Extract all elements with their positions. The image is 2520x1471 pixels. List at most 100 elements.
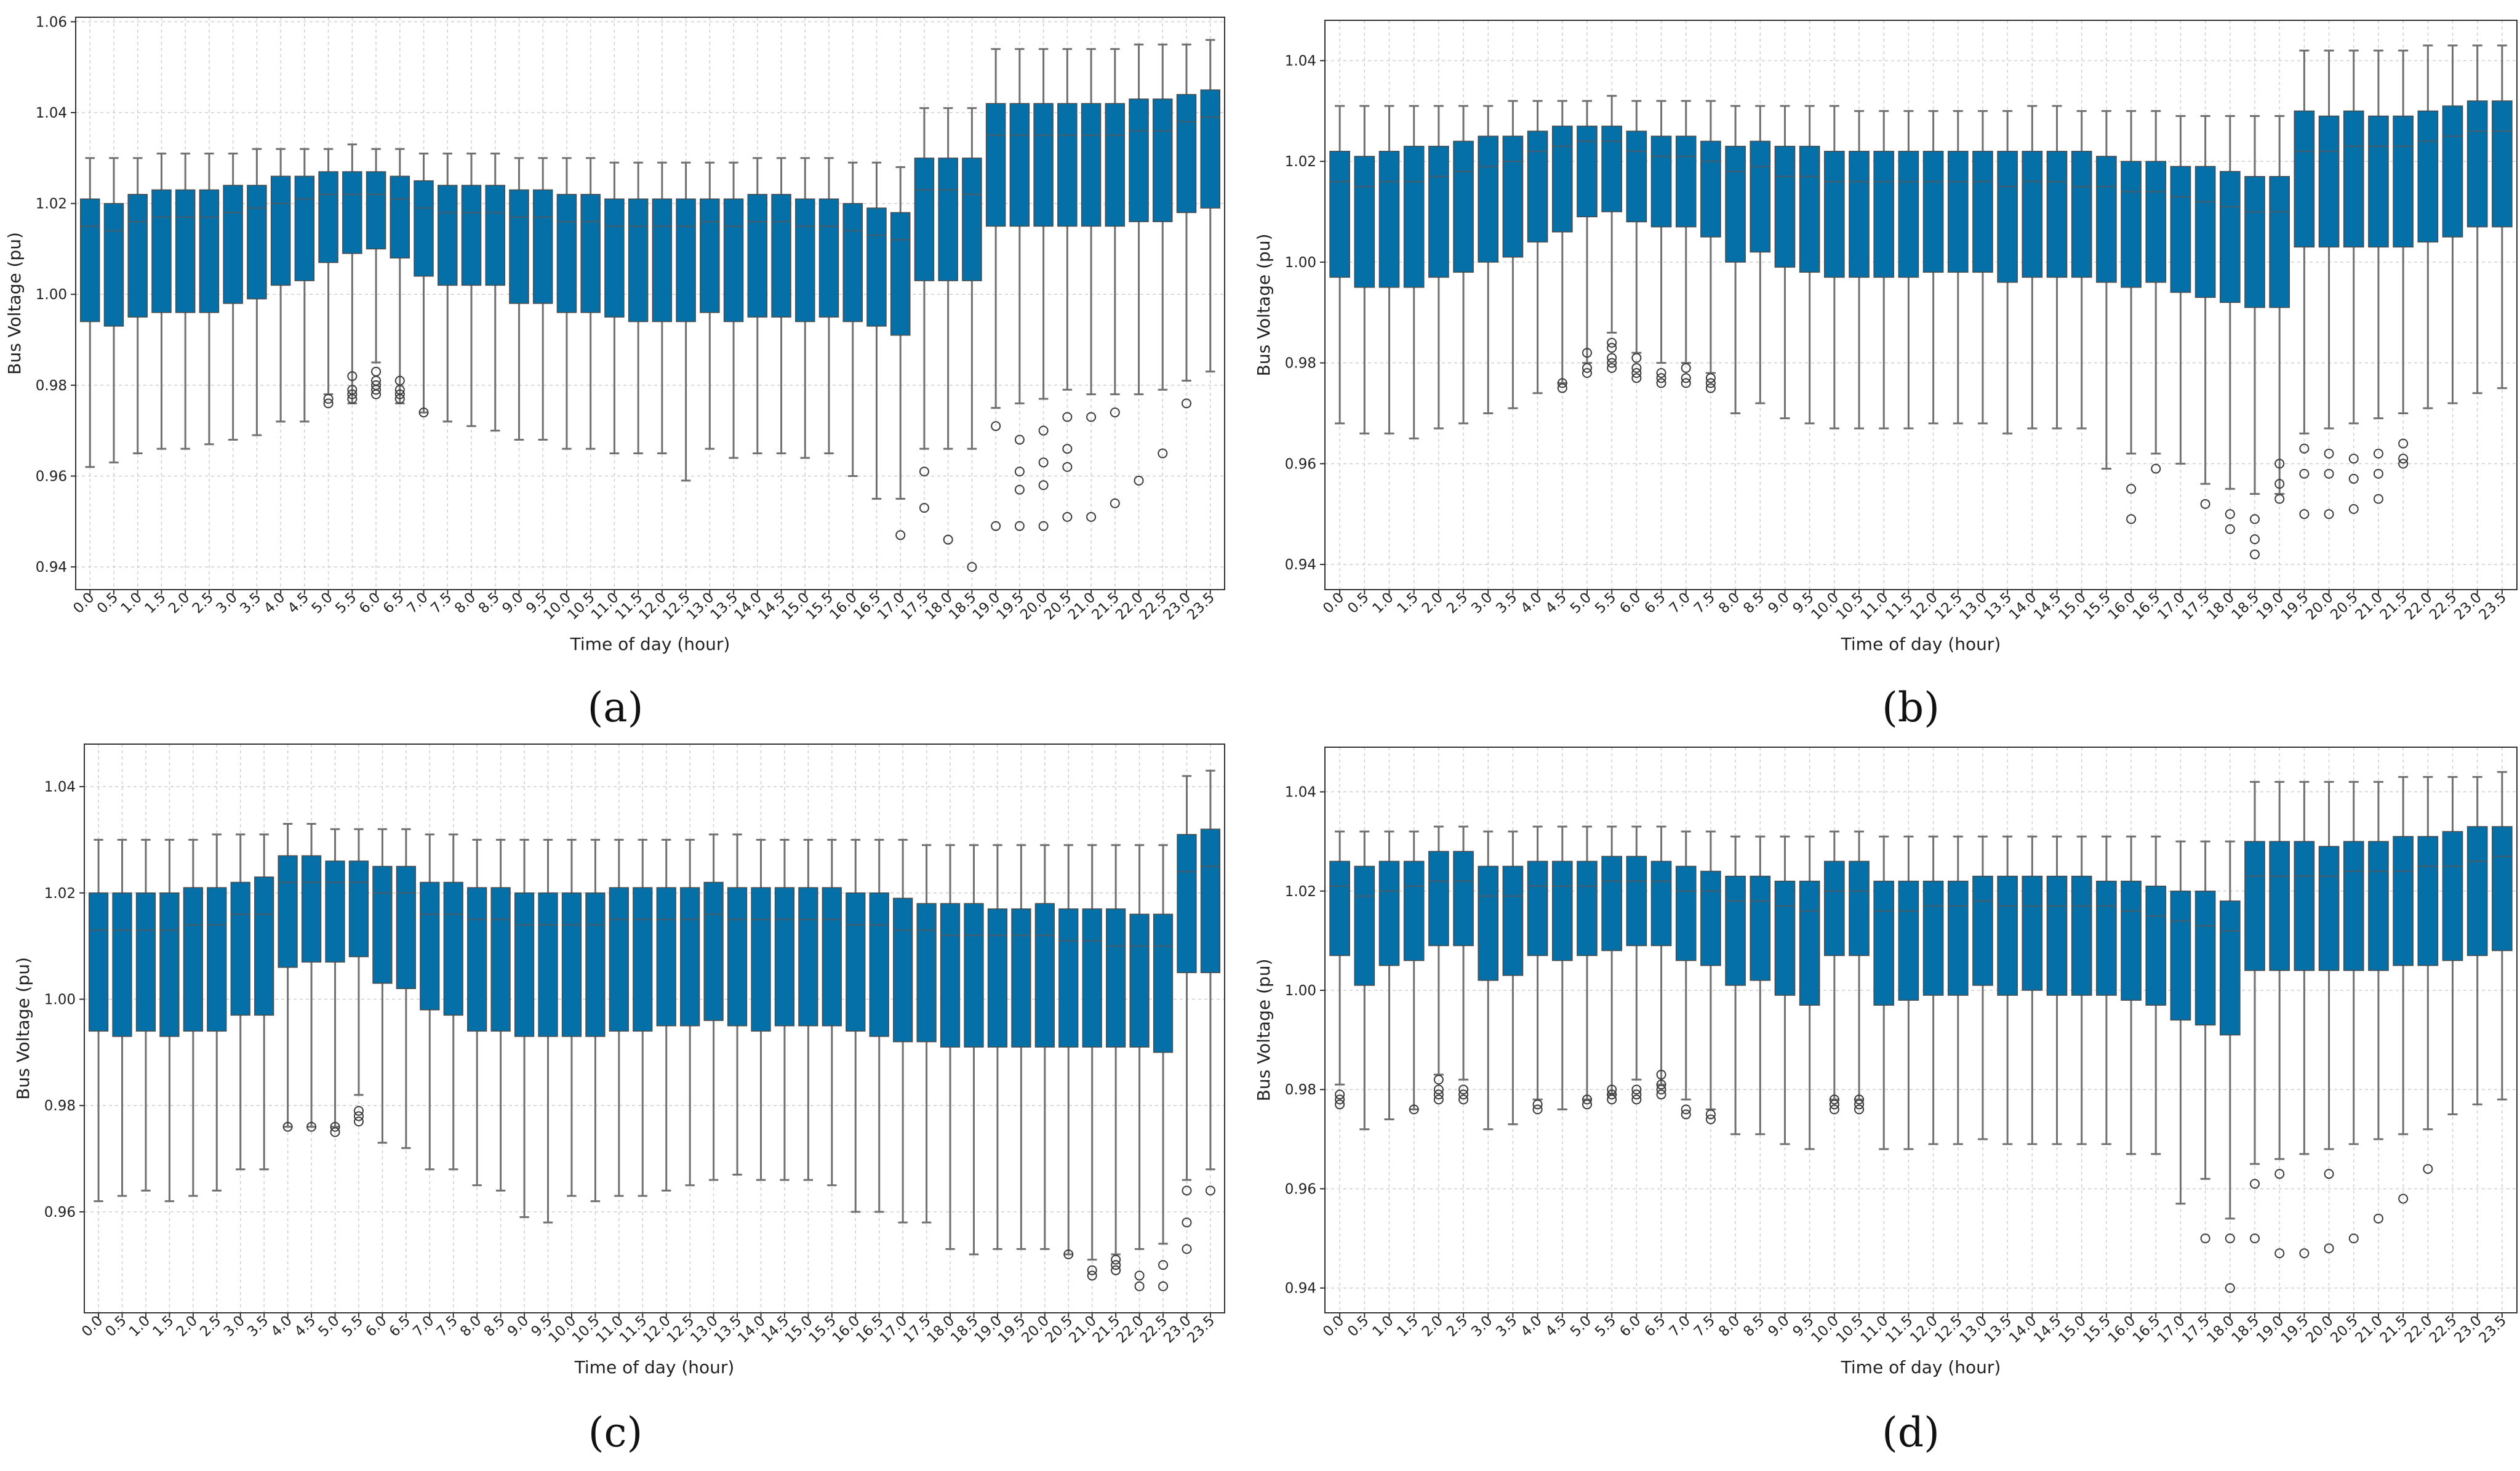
outlier-point (2324, 509, 2334, 519)
outlier-point (1014, 435, 1025, 445)
outlier-point (943, 534, 953, 545)
outlier-point (1182, 1185, 1192, 1196)
x-tick-label: 13.5 (1982, 1313, 2015, 1347)
outlier-point (2373, 1213, 2383, 1224)
box-iqr (1725, 145, 1746, 263)
box-iqr (1898, 880, 1919, 1001)
box-iqr (585, 892, 606, 1037)
box-iqr (1403, 145, 1425, 288)
box-iqr (1478, 135, 1499, 263)
box-iqr (580, 194, 601, 313)
box-iqr (1009, 103, 1030, 227)
box-iqr (842, 202, 863, 323)
box-iqr (2466, 100, 2488, 228)
outlier-point (1433, 1089, 1444, 1100)
box-iqr (652, 198, 673, 323)
outlier-point (1062, 462, 1073, 472)
outlier-point (1656, 368, 1666, 379)
outlier-point (1038, 457, 1049, 468)
outlier-point (1631, 353, 1642, 363)
box-iqr (1105, 103, 1126, 227)
outlier-point (2250, 1179, 2260, 1189)
box-iqr (2071, 875, 2092, 996)
x-axis-label: Time of day (hour) (1841, 1357, 2001, 1377)
outlier-point (1532, 1104, 1543, 1115)
box-iqr (1849, 151, 1870, 278)
outlier-point (371, 366, 382, 377)
y-axis-label: Bus Voltage (pu) (1254, 959, 1274, 1102)
x-tick-label: 7.0 (410, 1313, 437, 1340)
box-iqr (1650, 860, 1672, 947)
plot-frame (84, 744, 1225, 1313)
outlier-point (2373, 494, 2383, 504)
outlier-point (1705, 383, 1716, 393)
x-tick-label: 6.0 (1617, 590, 1644, 617)
x-tick-label: 15.0 (2055, 1313, 2089, 1347)
outlier-point (353, 1116, 364, 1127)
box-iqr (700, 198, 720, 313)
outlier-point (2373, 468, 2383, 479)
box-iqr (175, 189, 196, 313)
outlier-point (1631, 1094, 1642, 1105)
box-iqr (1428, 145, 1449, 278)
x-tick-label: 4.5 (1543, 590, 1570, 617)
outlier-point (1409, 1104, 1419, 1115)
box-iqr (538, 892, 558, 1037)
x-tick-label: 5.5 (1592, 590, 1619, 617)
outlier-point (2398, 438, 2409, 449)
outlier-point (1087, 1265, 1097, 1275)
x-tick-label: 19.5 (2278, 1313, 2312, 1347)
box-iqr (2393, 836, 2414, 966)
box-iqr (987, 908, 1008, 1048)
box-iqr (1403, 860, 1425, 961)
box-iqr (2244, 176, 2265, 308)
box-iqr (2194, 891, 2216, 1026)
box-iqr (366, 171, 386, 250)
outlier-point (2250, 534, 2260, 545)
y-tick-label: 0.96 (1285, 456, 1316, 472)
outlier-point (2324, 468, 2334, 479)
outlier-point (1557, 378, 1567, 388)
box-iqr (1453, 851, 1474, 947)
outlier-point (1014, 484, 1025, 495)
outlier-point (1458, 1084, 1469, 1095)
outlier-point (282, 1121, 293, 1132)
outlier-point (2348, 504, 2359, 515)
x-tick-label: 19.0 (2254, 590, 2287, 623)
box-iqr (914, 158, 935, 281)
y-tick-label: 0.98 (1285, 356, 1316, 372)
x-tick-label: 2.5 (197, 1313, 224, 1340)
box-iqr (656, 887, 676, 1027)
outlier-point (1158, 1281, 1169, 1291)
box-iqr (103, 202, 124, 327)
x-tick-label: 9.0 (505, 1313, 532, 1340)
box-iqr (1033, 103, 1054, 227)
outlier-point (1607, 363, 1617, 373)
outlier-point (1087, 1270, 1097, 1281)
box-iqr (1478, 865, 1499, 981)
box-iqr (88, 892, 109, 1032)
x-tick-label: 5.0 (315, 1313, 342, 1340)
y-tick-label: 1.02 (36, 196, 67, 212)
box-iqr (2022, 875, 2043, 991)
outlier-point (2324, 448, 2334, 459)
box-iqr (485, 185, 505, 286)
panel-label: (b) (1882, 684, 1940, 731)
x-tick-label: 20.5 (2327, 1313, 2361, 1347)
outlier-point (2324, 1169, 2334, 1179)
box-iqr (2343, 841, 2364, 971)
box-iqr (1453, 140, 1474, 273)
box-iqr (1922, 151, 1944, 273)
box-iqr (1750, 875, 1771, 981)
box-iqr (2096, 156, 2117, 283)
outlier-point (394, 375, 405, 386)
box-iqr (443, 881, 463, 1016)
box-iqr (414, 180, 434, 277)
box-iqr (2318, 846, 2340, 971)
x-tick-label: 22.5 (2426, 1313, 2460, 1347)
y-axis-label: Bus Voltage (pu) (4, 232, 25, 375)
x-tick-label: 11.0 (1858, 590, 1892, 623)
box-iqr (1972, 875, 1993, 986)
box-iqr (1354, 156, 1375, 288)
x-tick-label: 23.5 (2476, 590, 2510, 623)
